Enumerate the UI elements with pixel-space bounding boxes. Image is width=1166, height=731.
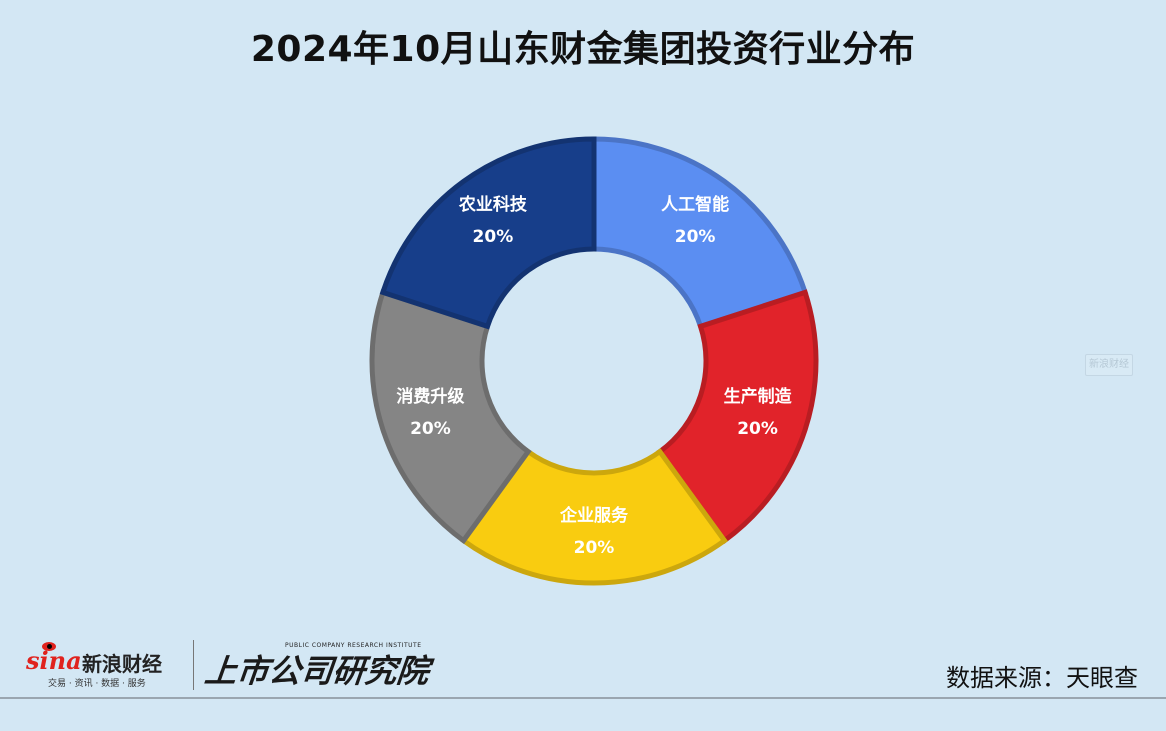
institute-english-name: PUBLIC COMPANY RESEARCH INSTITUTE	[285, 642, 422, 649]
donut-slice-3	[460, 448, 728, 586]
slice-value-label-1: 20%	[675, 227, 716, 247]
slice-value-label-4: 20%	[410, 419, 451, 439]
slices-layer	[369, 136, 819, 586]
slice-value-label-2: 20%	[737, 419, 778, 439]
slice-label-1: 人工智能	[661, 194, 729, 215]
sina-tagline: 交易 · 资讯 · 数据 · 服务	[48, 679, 146, 689]
sina-wordmark: sina	[26, 646, 82, 675]
slice-value-label-3: 20%	[574, 538, 615, 558]
donut-slice-2	[656, 289, 819, 545]
sina-finance-logo: sina 新浪财经 交易 · 资讯 · 数据 · 服务	[26, 640, 186, 690]
labels-layer: 人工智能 20% 生产制造 20% 企业服务 20% 消费升级 20% 农业科技 20%	[396, 194, 792, 558]
slice-label-5: 农业科技	[458, 194, 528, 215]
data-source-note: 数据来源：天眼查	[946, 664, 1138, 692]
slice-label-2: 生产制造	[724, 386, 793, 407]
footer-divider	[0, 697, 1166, 699]
sina-eye-icon	[42, 642, 56, 651]
slice-label-4: 消费升级	[396, 386, 464, 407]
logo-divider	[193, 640, 194, 690]
research-institute-logo: PUBLIC COMPANY RESEARCH INSTITUTE 上市公司研究…	[202, 640, 435, 690]
donut-slice-1	[591, 136, 809, 330]
watermark: 新浪财经	[1085, 354, 1133, 376]
donut-slice-4	[369, 289, 532, 545]
institute-chinese-name: 上市公司研究院	[202, 652, 431, 690]
slice-label-3: 企业服务	[559, 505, 629, 526]
sina-brand-name: 新浪财经	[82, 652, 162, 676]
chart-title: 2024年10月山东财金集团投资行业分布	[250, 29, 916, 70]
slice-value-label-5: 20%	[473, 227, 514, 247]
donut-slice-5	[379, 136, 597, 330]
